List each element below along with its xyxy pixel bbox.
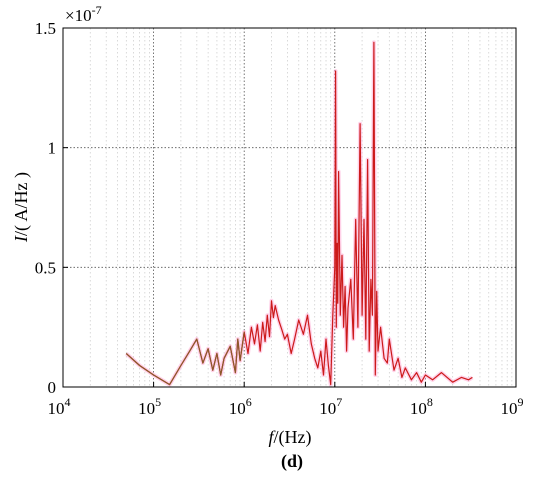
x-tick-label: 105 (138, 395, 161, 418)
y-tick-label: 1 (48, 139, 57, 158)
x-tick-label: 108 (410, 395, 433, 418)
y-axis-label: I/( A/Hz ) (11, 172, 32, 243)
x-tick-label: 104 (48, 395, 71, 418)
panel-label: (d) (281, 451, 303, 472)
series-layer (124, 40, 474, 387)
y-tick-label: 0.5 (35, 258, 56, 277)
x-tick-label: 107 (319, 395, 342, 418)
x-axis-label: f/(Hz) (269, 427, 312, 448)
y-tick-label: 0 (48, 378, 57, 397)
x-tick-label: 109 (501, 395, 524, 418)
y-multiplier: ×10-7 (65, 3, 102, 25)
y-tick-label: 1.5 (35, 19, 56, 38)
axes: 104 105 106 107 108 109 0 0.5 1 1.5 (35, 19, 524, 418)
plot-frame (62, 27, 517, 388)
x-tick-label: 106 (229, 395, 252, 418)
plot-area (63, 28, 516, 387)
series-line-low-freq (125, 331, 245, 386)
